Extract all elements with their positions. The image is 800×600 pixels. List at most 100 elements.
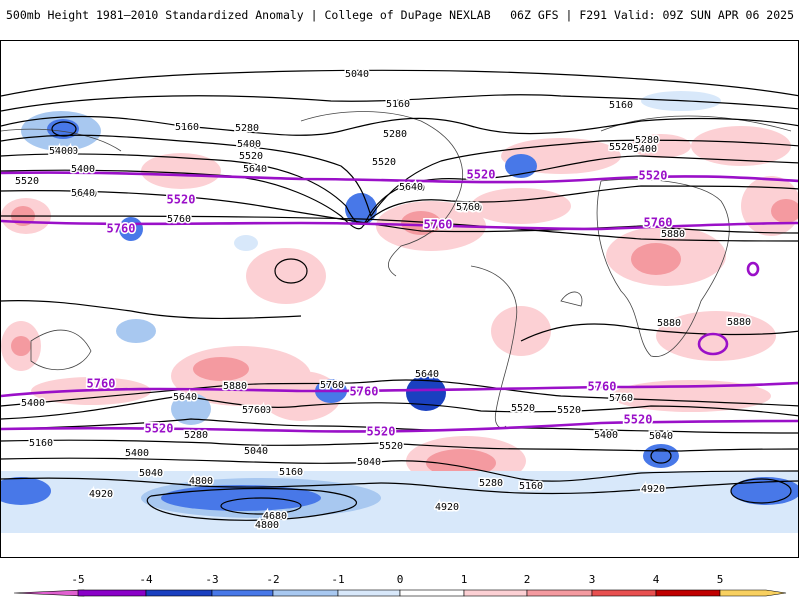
height-contour-label: 5760 [456,202,480,213]
anomaly-colorbar: -5 -4 -3 -2 -1 0 1 2 3 4 5 [0,570,800,600]
height-contour-label: 5280 [235,123,259,134]
colorbar-segment [337,589,401,597]
height-contour-label: 5400 [49,146,73,157]
height-contour-label: 4800 [189,476,213,487]
colorbar-max-arrow [719,589,787,597]
height-contour-label: 5400 [125,448,149,459]
height-contours [1,69,798,521]
colorbar-tick-label: 4 [653,573,660,586]
height-contour-label: 5760 [242,405,266,416]
contour-labels: 5040516051605160528052805280540054005400… [13,68,752,533]
height-contour-label: 4920 [89,489,113,500]
height-contour-label: 5640 [173,392,197,403]
title-bar: 500mb Height 1981–2010 Standardized Anom… [0,0,800,30]
height-contour-label: 5760 [167,214,191,225]
colorbar-min-arrow [13,589,85,597]
reference-contour-label: 5520 [367,425,396,439]
height-contour-label: 5280 [479,478,503,489]
colorbar-tick-label: 0 [397,573,404,586]
height-contour-label: 5040 [357,457,381,468]
height-contour-label: 4920 [641,484,665,495]
height-contour-label: 5040 [139,468,163,479]
height-contour-label: 5760 [458,203,482,214]
colorbar-tick-label: -1 [331,573,344,586]
height-contour-label: 5760 [320,380,344,391]
height-contour-label: 5160 [386,99,410,110]
height-contour-label: 5400 [21,398,45,409]
reference-contour-label: 5520 [467,168,496,182]
colorbar-segment [211,589,274,597]
reference-contour-label: 5520 [167,193,196,207]
height-contour-label: 5520 [511,403,535,414]
height-contour-label: 4800 [255,520,279,531]
height-contour-label: 5160 [609,100,633,111]
height-contour-label: 5280 [184,430,208,441]
height-contour-label: 5160 [279,467,303,478]
height-contour-label: 5520 [609,142,633,153]
height-contour-label: 5280 [383,129,407,140]
height-contour-label: 5520 [239,151,263,162]
height-contour-label: 5880 [223,381,247,392]
reference-contour-label: 5520 [624,413,653,427]
colorbar-tick-label: 5 [717,573,724,586]
colorbar-tick-label: 2 [524,573,531,586]
colorbar-segment [526,589,593,597]
height-contour-label: 5880 [661,229,685,240]
anomaly-map: 5040516051605160528052805280540054005400… [1,68,798,533]
colorbar-tick-label: -5 [71,573,84,586]
height-contour-label: 5520 [379,441,403,452]
height-contour-label: 5640 [243,164,267,175]
colorbar-segment [463,589,528,597]
colorbar-segment [591,589,657,597]
height-contour-label: 5760 [401,183,425,194]
height-contour-label: 5880 [727,317,751,328]
reference-contour-label: 5760 [588,380,617,394]
height-contour-label: 5640 [399,182,423,193]
reference-contour-label: 5520 [639,169,668,183]
height-contour-label: 5160 [175,122,199,133]
height-contour-label: 4680 [263,511,287,522]
reference-contour-label: 5760 [644,216,673,230]
colorbar-scale: -5 -4 -3 -2 -1 0 1 2 3 4 5 [13,573,787,597]
colorbar-segment [145,589,213,597]
colorbar-segment [272,589,339,597]
height-contour-label: 5760 [609,393,633,404]
height-contour-label: 5640 [71,188,95,199]
height-contour-label: 5040 [345,69,369,80]
height-contour-label: 5640 [247,405,271,416]
map-panel: 5040 5160 5160 5160 5280 5280 5280 5400 5400 5400… [0,40,799,558]
colorbar-tick-label: -3 [205,573,218,586]
height-contour-label: 5160 [519,481,543,492]
height-contour-label: 5400 [237,139,261,150]
height-contour-label: 5280 [635,135,659,146]
reference-contour-label: 5760 [107,222,136,236]
height-contour-label: 5640 [73,189,97,200]
height-contour-label: 5880 [657,318,681,329]
model-run-info: 06Z GFS | F291 Valid: 09Z SUN APR 06 202… [510,8,794,22]
height-contour-label: 5040 [244,446,268,457]
height-contour-label: 5520 [557,405,581,416]
colorbar-tick-label: 1 [461,573,468,586]
reference-contours [1,171,798,433]
height-contour-label: 5040 [649,431,673,442]
map-title: 500mb Height 1981–2010 Standardized Anom… [6,8,491,22]
colorbar-tick-label: -4 [139,573,153,586]
height-contour-label: 4920 [435,502,459,513]
colorbar-segment [399,589,465,597]
colorbar-tick-label: 3 [589,573,596,586]
height-contour-label: 5520 [372,157,396,168]
height-contour-label: 5520 [15,176,39,187]
height-contour-label: 5400 [71,164,95,175]
reference-contour-label: 5760 [350,385,379,399]
height-contour-label: 5400 [633,144,657,155]
colorbar-segment [655,589,721,597]
height-contour-label: 5160 [29,438,53,449]
height-contour-label: 5040 [54,146,78,157]
colorbar-tick-label: -2 [266,573,279,586]
colorbar-segment [77,589,147,597]
reference-contour-label: 5760 [424,218,453,232]
reference-contour-label: 5520 [145,422,174,436]
reference-contour-label: 5760 [87,377,116,391]
height-contour-label: 5400 [594,430,618,441]
height-contour-label: 5640 [415,369,439,380]
